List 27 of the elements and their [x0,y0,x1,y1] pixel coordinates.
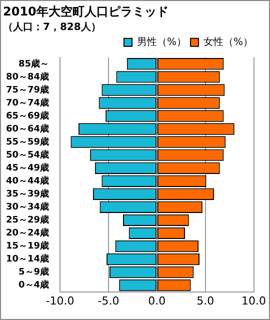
y-tick-label: 85歳～ [18,58,50,70]
x-tick-label: -10.0 [46,294,74,308]
y-tick-label: 80～84歳 [6,71,50,82]
y-tick-label: 40～44歳 [6,175,50,186]
y-tick-label: 75～79歳 [6,84,50,96]
y-tick-label: 70～74歳 [6,97,50,108]
y-tick-label: 5～9歳 [18,266,50,278]
legend-label: 女性（%） [204,36,254,48]
y-tick-label: 20～24歳 [6,228,50,239]
y-tick-label: 55～59歳 [6,136,50,148]
chart-title: 2010年大空町人口ピラミッド [3,4,168,18]
chart-subtitle: （人口：7，828人） [3,20,101,33]
y-tick-label: 65～69歳 [6,110,50,122]
y-tick-label: 45～49歳 [6,162,50,174]
y-tick-label: 10～14歳 [6,254,50,265]
x-tick-label: 5.0 [196,294,214,308]
y-tick-label: 30～34歳 [6,202,50,212]
x-tick-label: -5.0 [98,294,120,308]
y-tick-label: 35～39歳 [6,188,50,200]
y-tick-label: 0～4歳 [18,280,50,291]
y-tick-label: 15～19歳 [6,240,50,252]
legend-label: 男性（%） [136,36,187,48]
x-tick-label: 10.0 [242,294,266,308]
y-tick-label: 25～29歳 [6,214,50,226]
y-tick-label: 50～54歳 [6,149,50,160]
x-tick-label: 0.0 [148,294,166,308]
y-tick-label: 60～64歳 [6,123,50,134]
